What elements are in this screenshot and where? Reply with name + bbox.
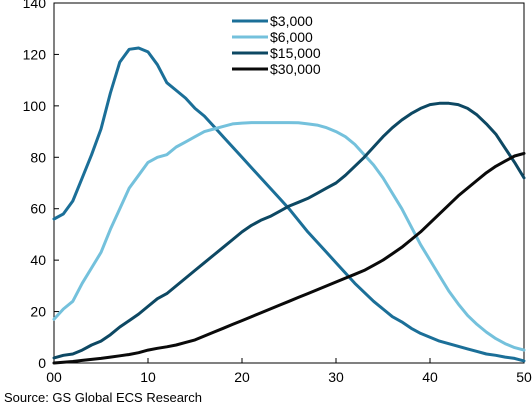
plot-border — [53, 2, 525, 364]
y-tick-label: 120 — [23, 46, 47, 62]
series-lines — [52, 46, 526, 365]
series-line-1 — [52, 46, 526, 363]
x-tick-label: 30 — [328, 369, 344, 385]
legend: $3,000$6,000$15,000$30,000 — [232, 13, 321, 77]
series-line-3 — [52, 101, 526, 360]
legend-label-2: $6,000 — [270, 29, 313, 45]
y-tick-label: 140 — [23, 0, 47, 11]
y-tick-label: 20 — [30, 304, 46, 320]
series-line-2 — [52, 121, 526, 352]
source-note: Source: GS Global ECS Research — [4, 390, 202, 405]
y-tick-label: 40 — [30, 252, 46, 268]
series-line-4 — [52, 151, 526, 365]
y-tick-label: 60 — [30, 201, 46, 217]
y-tick-label: 0 — [38, 355, 46, 371]
y-axis: 0 20 40 60 80 100 120 140 — [23, 0, 59, 371]
x-tick-label: 10 — [140, 369, 156, 385]
x-tick-label: 20 — [234, 369, 250, 385]
x-tick-label: 00 — [46, 369, 62, 385]
plot-frame — [53, 2, 525, 364]
y-tick-label: 80 — [30, 149, 46, 165]
x-axis: 00 10 20 30 40 50 — [46, 358, 532, 385]
legend-label-3: $15,000 — [270, 45, 321, 61]
legend-label-4: $30,000 — [270, 61, 321, 77]
x-tick-label: 40 — [422, 369, 438, 385]
legend-label-1: $3,000 — [270, 13, 313, 29]
x-tick-label: 50 — [516, 369, 532, 385]
y-tick-label: 100 — [23, 98, 47, 114]
